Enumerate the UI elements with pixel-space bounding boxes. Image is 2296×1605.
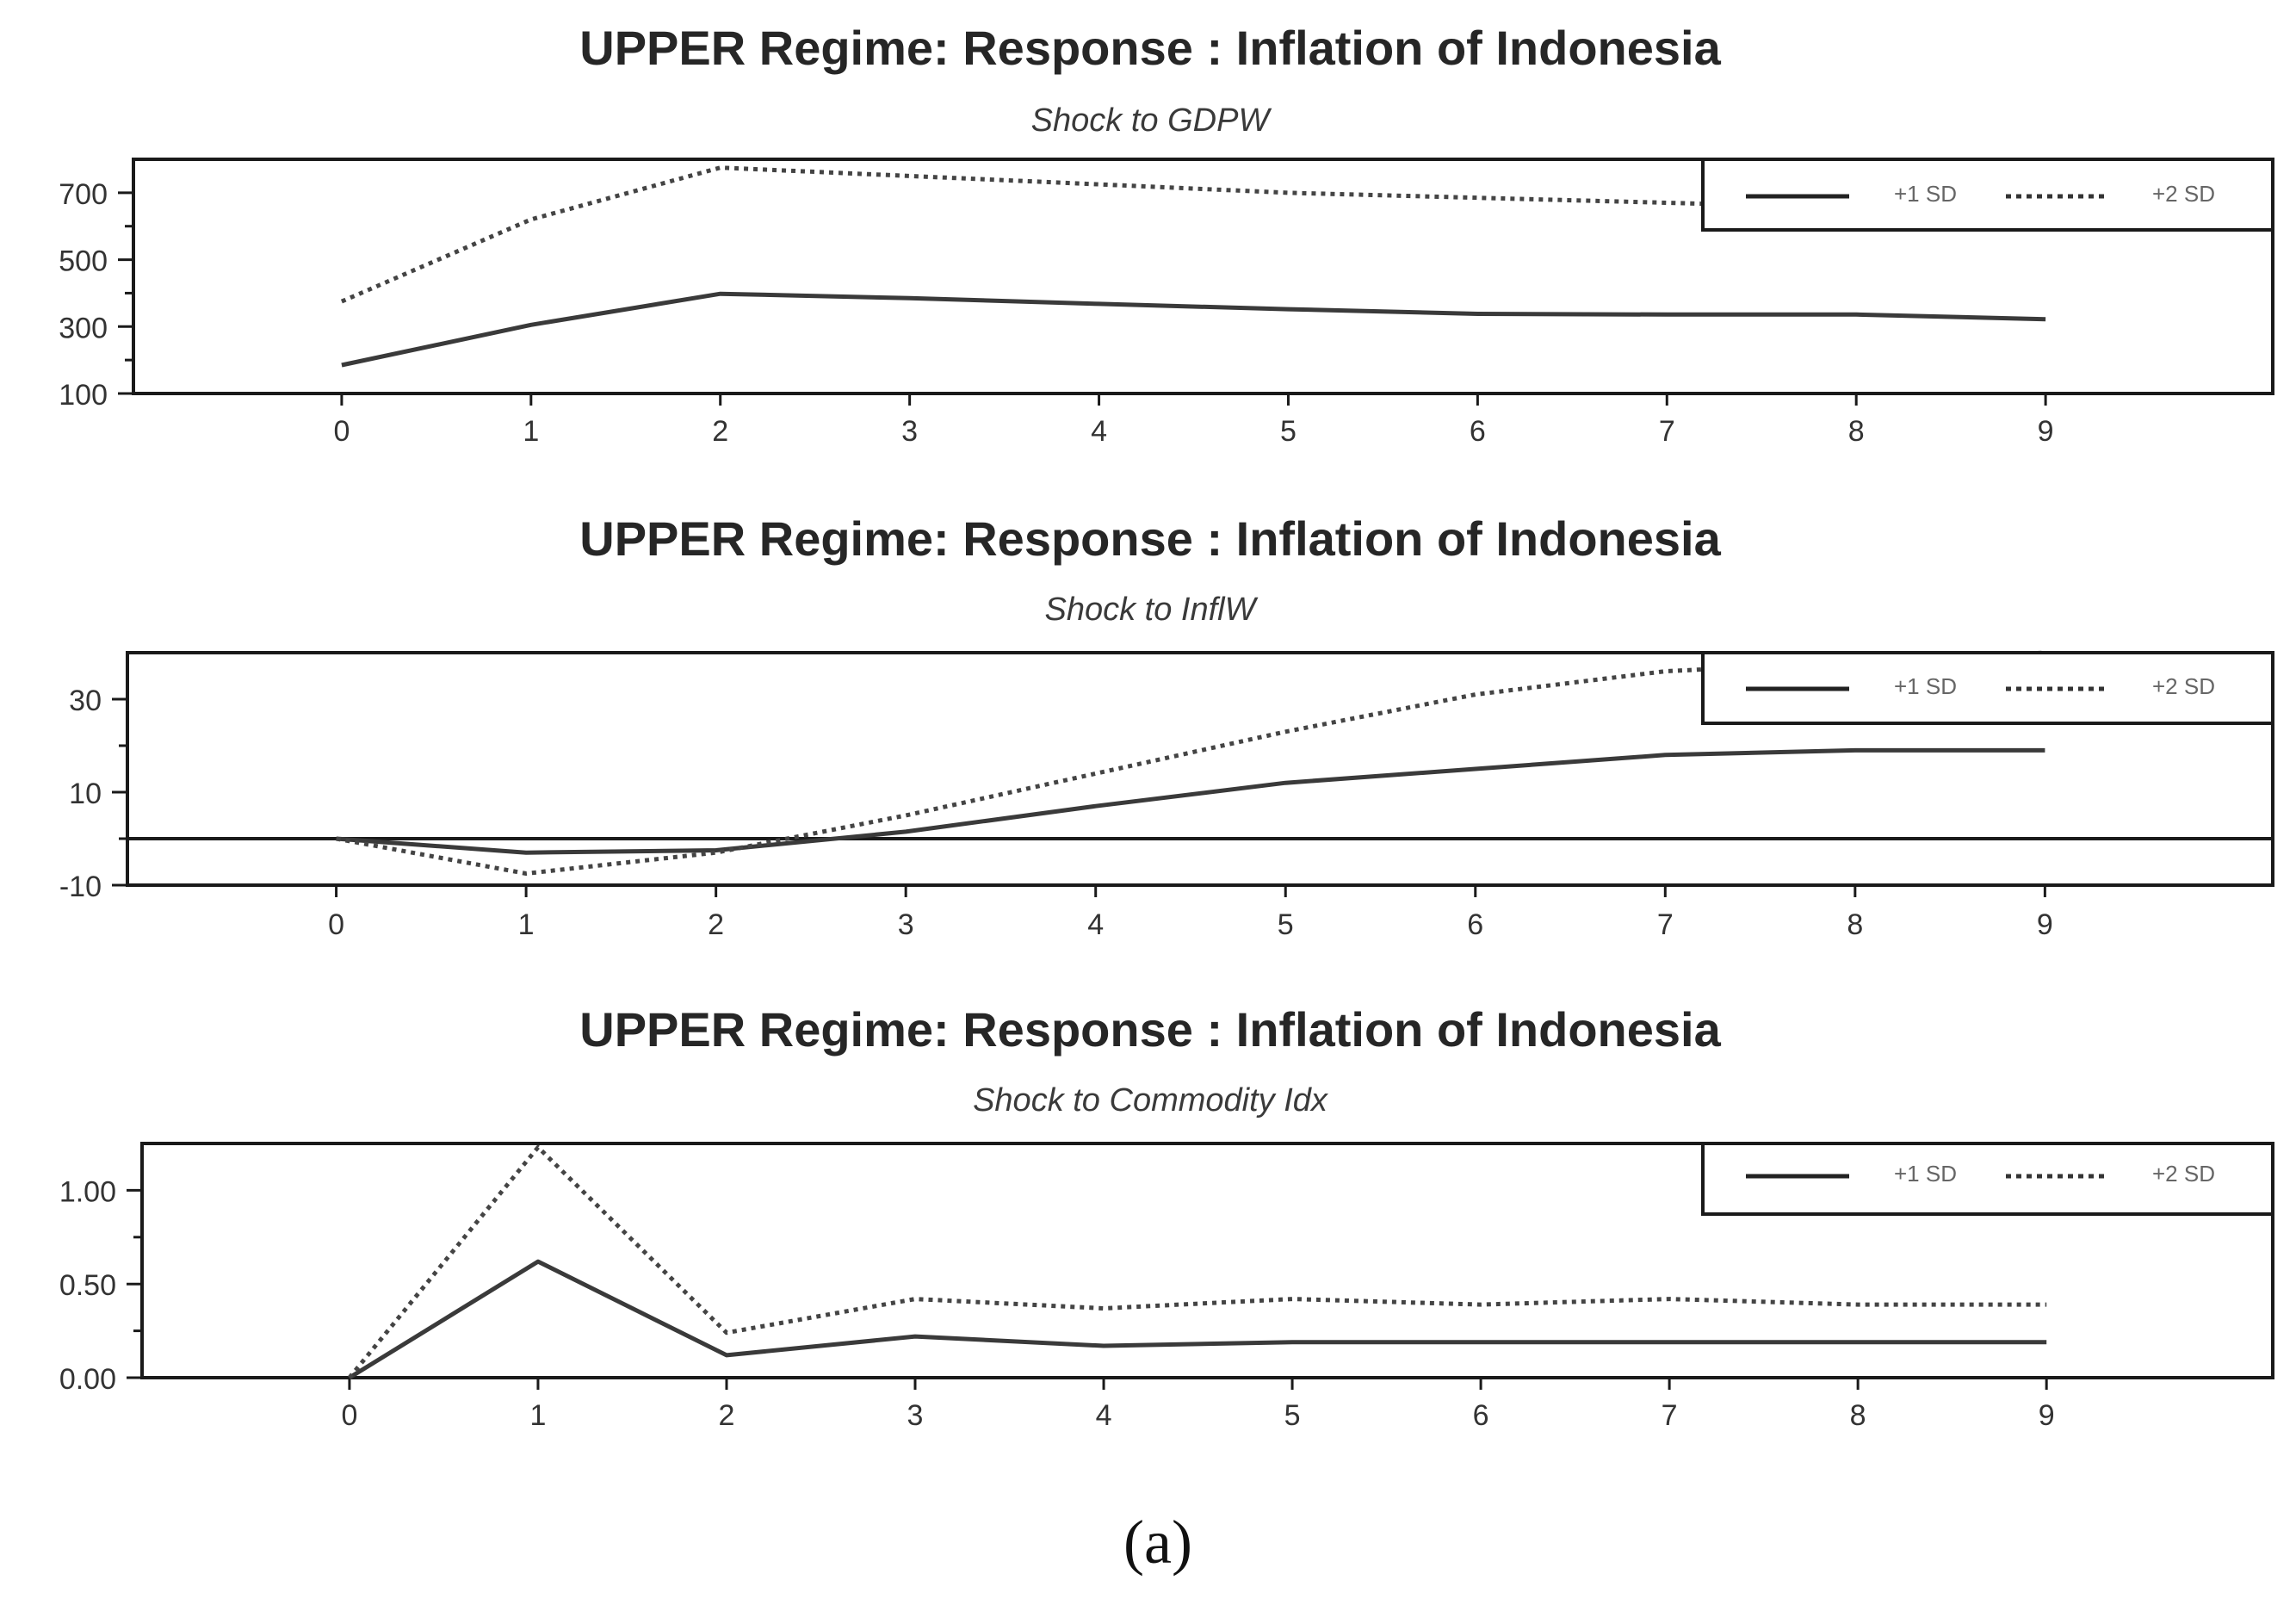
x-tick-label: 4 xyxy=(1087,908,1104,941)
chart-title: UPPER Regime: Response : Inflation of In… xyxy=(579,21,1721,75)
chart-subtitle: Shock to Commodity Idx xyxy=(973,1082,1329,1119)
x-tick-label: 0 xyxy=(328,908,344,941)
x-tick-label: 8 xyxy=(1847,908,1863,941)
y-tick-label: 0.00 xyxy=(59,1363,116,1396)
legend: +1 SD +2 SD xyxy=(1701,651,2274,725)
x-tick-label: 0 xyxy=(333,415,350,448)
x-axis: 0 1 2 3 4 5 6 7 8 9 xyxy=(328,885,2053,941)
x-tick-label: 7 xyxy=(1657,908,1674,941)
legend-label-1sd: +1 SD xyxy=(1894,1161,1957,1187)
series-line-2sd xyxy=(340,165,2046,304)
x-tick-label: 4 xyxy=(1096,1399,1112,1432)
y-axis: -10 10 30 xyxy=(59,685,127,903)
x-tick-label: 1 xyxy=(529,1399,546,1432)
x-tick-label: 1 xyxy=(523,415,539,448)
y-tick-label: 10 xyxy=(69,778,102,810)
x-tick-label: 0 xyxy=(341,1399,357,1432)
legend-label-1sd: +1 SD xyxy=(1894,673,1957,699)
x-tick-label: 6 xyxy=(1473,1399,1489,1432)
x-tick-label: 8 xyxy=(1848,415,1865,448)
legend-label-1sd: +1 SD xyxy=(1894,181,1957,207)
x-tick-label: 5 xyxy=(1284,1399,1301,1432)
plot-frame xyxy=(126,651,2274,887)
chart-subtitle: Shock to GDPW xyxy=(1031,102,1272,139)
x-tick-label: 1 xyxy=(518,908,535,941)
series-lines xyxy=(340,165,2046,368)
y-axis: 0.00 0.50 1.00 xyxy=(59,1175,142,1396)
series-lines xyxy=(347,1144,2047,1380)
x-axis: 0 1 2 3 4 5 6 7 8 9 xyxy=(341,1378,2055,1432)
x-tick-label: 9 xyxy=(2039,1399,2055,1432)
chart-title: UPPER Regime: Response : Inflation of In… xyxy=(579,1002,1721,1057)
x-tick-label: 6 xyxy=(1470,415,1486,448)
series-line-1sd xyxy=(348,1259,2047,1380)
y-tick-label: 30 xyxy=(69,685,102,717)
chart-subtitle: Shock to InflW xyxy=(1045,592,1259,628)
legend-label-2sd: +2 SD xyxy=(2152,181,2215,207)
y-tick-label: 0.50 xyxy=(59,1269,116,1302)
chart-title: UPPER Regime: Response : Inflation of In… xyxy=(579,511,1721,566)
plot-frame xyxy=(132,158,2274,395)
series-line-1sd xyxy=(336,747,2045,855)
figure-caption: (a) xyxy=(1123,1508,1192,1577)
x-tick-label: 4 xyxy=(1091,415,1107,448)
legend-label-2sd: +2 SD xyxy=(2152,1161,2215,1187)
y-tick-label: 100 xyxy=(59,379,108,412)
legend: +1 SD +2 SD xyxy=(1701,1142,2274,1216)
x-tick-label: 9 xyxy=(2037,908,2053,941)
legend: +1 SD +2 SD xyxy=(1701,158,2274,232)
x-tick-label: 5 xyxy=(1280,415,1297,448)
y-tick-label: 1.00 xyxy=(59,1175,116,1208)
x-tick-label: 5 xyxy=(1278,908,1294,941)
x-tick-label: 7 xyxy=(1659,415,1675,448)
chart-panel-3: UPPER Regime: Response : Inflation of In… xyxy=(59,1002,2274,1432)
y-tick-label: 500 xyxy=(59,245,108,278)
x-tick-label: 9 xyxy=(2038,415,2054,448)
plot-frame xyxy=(140,1142,2274,1379)
x-tick-label: 2 xyxy=(708,908,724,941)
y-tick-label: 300 xyxy=(59,312,108,344)
chart-panel-2: UPPER Regime: Response : Inflation of In… xyxy=(59,511,2274,941)
x-tick-label: 3 xyxy=(907,1399,924,1432)
legend-box xyxy=(1701,1142,2274,1216)
y-axis: 100 300 500 700 xyxy=(59,178,133,412)
y-tick-label: -10 xyxy=(59,871,102,903)
y-tick-label: 700 xyxy=(59,178,108,211)
series-lines xyxy=(336,650,2045,876)
x-tick-label: 6 xyxy=(1467,908,1483,941)
series-line-2sd xyxy=(347,1144,2047,1379)
chart-panel-1: UPPER Regime: Response : Inflation of In… xyxy=(59,21,2274,448)
x-axis: 0 1 2 3 4 5 6 7 8 9 xyxy=(333,394,2054,448)
x-tick-label: 3 xyxy=(898,908,914,941)
legend-label-2sd: +2 SD xyxy=(2152,673,2215,699)
series-line-1sd xyxy=(341,291,2046,368)
x-tick-label: 2 xyxy=(719,1399,735,1432)
x-tick-label: 8 xyxy=(1850,1399,1866,1432)
x-tick-label: 2 xyxy=(712,415,728,448)
x-tick-label: 3 xyxy=(901,415,918,448)
x-tick-label: 7 xyxy=(1662,1399,1678,1432)
